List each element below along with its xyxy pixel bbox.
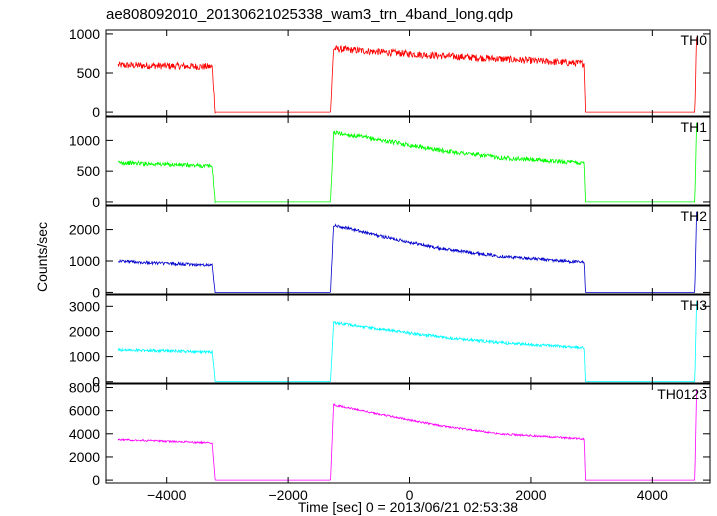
panel-th2: 0 1000 2000 TH2 (69, 205, 711, 300)
series-line-th3 (117, 301, 697, 383)
series-line-th0123 (117, 389, 697, 481)
x-tick-label: −2000 (268, 487, 308, 503)
y-axis-label: Counts/sec (34, 222, 50, 292)
y-tick-label: 0 (92, 284, 100, 300)
x-axis-label: Time [sec] 0 = 2013/06/21 02:53:38 (298, 499, 518, 515)
chart-title: ae808092010_20130621025338_wam3_trn_4ban… (106, 6, 513, 23)
panel-label: TH0 (681, 32, 708, 48)
series-line-th2 (117, 211, 697, 294)
x-tick-label: 4000 (637, 487, 668, 503)
panel-frame (105, 383, 711, 484)
y-tick-label: 3000 (69, 298, 100, 314)
panel-label: TH1 (681, 119, 708, 135)
panel-label: TH2 (681, 208, 708, 224)
panel-frame (105, 29, 711, 117)
panel-frame (105, 294, 711, 384)
y-tick-label: 1000 (69, 26, 100, 42)
panel-frame (105, 116, 711, 206)
panel-th0: 0 500 1000 TH0 (69, 26, 711, 120)
y-tick-label: 500 (77, 65, 101, 81)
x-tick-label: −4000 (147, 487, 187, 503)
series-line-th0 (117, 37, 697, 114)
y-tick-label: 0 (92, 194, 100, 210)
panel-frame (105, 205, 711, 295)
y-tick-label: 2000 (69, 449, 100, 465)
y-tick-label: 0 (92, 374, 100, 390)
panel-th1: 0 500 1000 TH1 (69, 116, 711, 210)
y-tick-label: 2000 (69, 222, 100, 238)
y-tick-label: 6000 (69, 403, 100, 419)
x-axis-ticks: −4000 −2000 0 2000 4000 (147, 487, 668, 503)
panel-th0123: 0 2000 4000 6000 8000 TH0123 (69, 379, 711, 488)
y-tick-label: 1000 (69, 132, 100, 148)
y-tick-label: 500 (77, 163, 101, 179)
x-tick-label: 0 (406, 487, 414, 503)
y-tick-label: 1000 (69, 349, 100, 365)
series-line-th1 (117, 122, 697, 204)
y-tick-label: 8000 (69, 379, 100, 395)
x-tick-label: 2000 (515, 487, 546, 503)
panel-label: TH3 (681, 297, 708, 313)
y-tick-label: 2000 (69, 323, 100, 339)
y-tick-label: 1000 (69, 253, 100, 269)
panel-label: TH0123 (657, 386, 707, 402)
panels: 0 500 1000 TH0 0 500 1000 TH1 0 1000 2000 TH2 0 1000 2… (69, 26, 711, 488)
y-tick-label: 0 (92, 104, 100, 120)
y-tick-label: 4000 (69, 426, 100, 442)
y-tick-label: 0 (92, 472, 100, 488)
panel-th3: 0 1000 2000 3000 TH3 (69, 294, 711, 390)
